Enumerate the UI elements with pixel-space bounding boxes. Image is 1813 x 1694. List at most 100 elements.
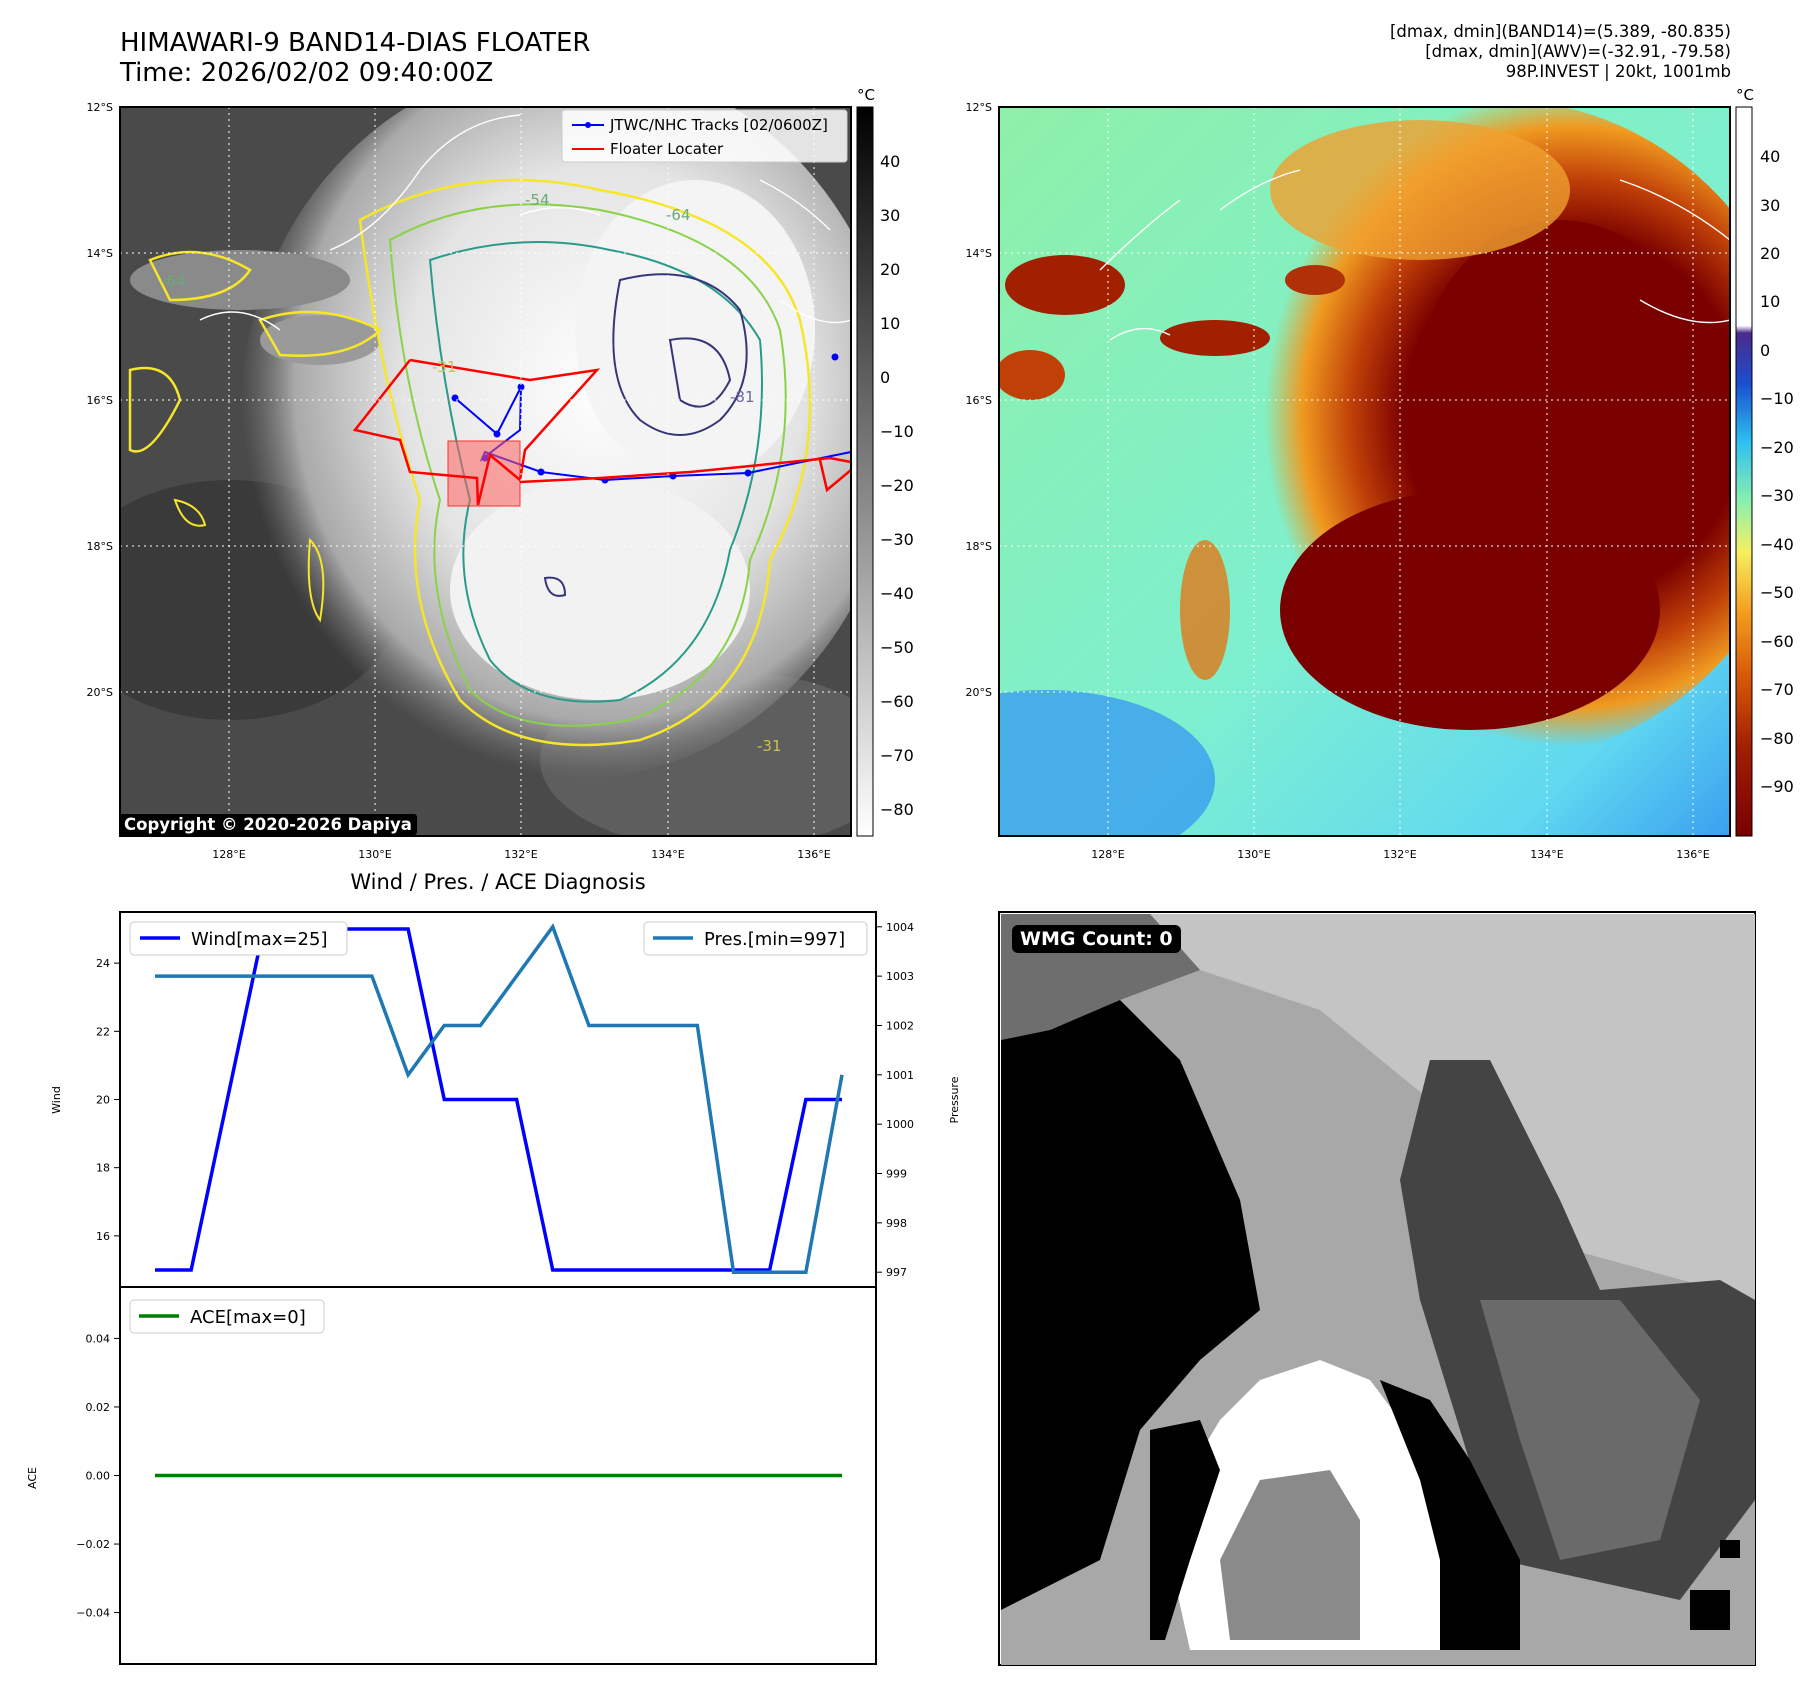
- ir-lat-ticks: 12°S 14°S 16°S 18°S 20°S: [87, 101, 113, 699]
- legend-floater-label: Floater Locater: [610, 140, 724, 158]
- contour-label-3: -31: [432, 358, 457, 376]
- ir-lon-tick-128E: 128°E: [212, 848, 245, 861]
- awv-lon-tick-130E: 130°E: [1237, 848, 1270, 861]
- wind-tick-label: 18: [96, 1162, 110, 1175]
- ace-tick-label: 0.02: [86, 1401, 111, 1414]
- pressure-y-ticks: 997 998 999 1000 1001 1002 1003 1004: [876, 921, 914, 1279]
- pressure-tick-label: 998: [886, 1217, 907, 1230]
- awv-lon-tick-134E: 134°E: [1530, 848, 1563, 861]
- pressure-axis-label: Pressure: [948, 1076, 961, 1123]
- awv-lon-ticks: 128°E 130°E 132°E 134°E 136°E: [1091, 848, 1709, 861]
- awv-imagery: [999, 107, 1730, 836]
- wind-tick-label: 24: [96, 957, 110, 970]
- ir-map-legend: JTWC/NHC Tracks [02/0600Z] Floater Locat…: [561, 109, 848, 163]
- pressure-tick-label: 1004: [886, 921, 914, 934]
- awv-map-panel: 12°S 14°S 16°S 18°S 20°S 128°E 130°E 132…: [966, 86, 1794, 861]
- ir-cbar-tick-m80: −80: [880, 800, 914, 819]
- ir-cbar-tick-0: 0: [880, 368, 890, 387]
- pressure-tick-label: 1002: [886, 1019, 914, 1032]
- awv-colorbar-ticks: 40 30 20 10 0 −10 −20 −30 −40 −50 −60 −7…: [1760, 147, 1794, 796]
- awv-cbar-tick-m60: −60: [1760, 632, 1794, 651]
- ace-y-ticks: 0.04 0.02 0.00 −0.02 −0.04: [76, 1332, 120, 1620]
- title-line-2: Time: 2026/02/02 09:40:00Z: [120, 58, 494, 88]
- ir-cbar-tick-20: 20: [880, 260, 900, 279]
- pressure-tick-label: 1003: [886, 970, 914, 983]
- awv-lat-tick-12S: 12°S: [966, 101, 992, 114]
- ace-tick-label: −0.02: [76, 1538, 110, 1551]
- wind-axis-label: Wind: [50, 1086, 63, 1114]
- contour-label-2: -64: [666, 206, 691, 224]
- legend-tracks-label: JTWC/NHC Tracks [02/0600Z]: [609, 116, 828, 134]
- wind-tick-label: 20: [96, 1094, 110, 1107]
- awv-cbar-tick-m20: −20: [1760, 438, 1794, 457]
- awv-cbar-tick-20: 20: [1760, 244, 1780, 263]
- ir-imagery: [120, 107, 851, 836]
- ir-lat-tick-20S: 20°S: [87, 686, 113, 699]
- awv-lat-tick-14S: 14°S: [966, 247, 992, 260]
- ir-cbar-tick-m40: −40: [880, 584, 914, 603]
- ir-colorbar: °C 40 30 20 10 0 −10 −20 −30 −40 −50 −60…: [856, 86, 914, 837]
- awv-colorbar-unit: °C: [1736, 86, 1754, 104]
- ace-chart: ACE 0.04 0.02 0.00 −0.02 −0.04 ACE[max=0]: [26, 1286, 877, 1665]
- ace-legend-label: ACE[max=0]: [190, 1307, 306, 1328]
- figure-meta: [dmax, dmin](BAND14)=(5.389, -80.835) [d…: [1390, 22, 1731, 82]
- ir-lon-tick-134E: 134°E: [651, 848, 684, 861]
- wind-tick-label: 16: [96, 1230, 110, 1243]
- ir-lat-tick-12S: 12°S: [87, 101, 113, 114]
- contour-label-1: -54: [525, 191, 550, 209]
- ir-cbar-tick-m30: −30: [880, 530, 914, 549]
- awv-cbar-tick-m30: −30: [1760, 486, 1794, 505]
- diagnosis-title: Wind / Pres. / ACE Diagnosis: [350, 870, 646, 894]
- ir-lon-tick-132E: 132°E: [504, 848, 537, 861]
- wind-pressure-chart: Wind Pressure 16 18 20 22 24 997 998 999 1000 10…: [50, 911, 961, 1288]
- title-line-1: HIMAWARI-9 BAND14-DIAS FLOATER: [120, 28, 591, 58]
- ir-lat-tick-14S: 14°S: [87, 247, 113, 260]
- pressure-series-line: [155, 923, 844, 1274]
- ace-tick-label: −0.04: [76, 1607, 110, 1620]
- awv-cbar-tick-m50: −50: [1760, 583, 1794, 602]
- contour-label-4: -81: [730, 388, 755, 406]
- ir-lon-tick-136E: 136°E: [797, 848, 830, 861]
- figure-title: HIMAWARI-9 BAND14-DIAS FLOATER Time: 202…: [120, 28, 590, 88]
- awv-lon-tick-128E: 128°E: [1091, 848, 1124, 861]
- meta-storm-info: 98P.INVEST | 20kt, 1001mb: [1505, 62, 1731, 81]
- ir-colorbar-ticks: 40 30 20 10 0 −10 −20 −30 −40 −50 −60 −7…: [880, 152, 914, 819]
- wmg-count-badge: WMG Count: 0: [1012, 925, 1181, 953]
- meta-band14-range: [dmax, dmin](BAND14)=(5.389, -80.835): [1389, 22, 1731, 41]
- wmg-panel: [998, 911, 1756, 1666]
- awv-lon-tick-132E: 132°E: [1383, 848, 1416, 861]
- awv-cbar-tick-40: 40: [1760, 147, 1780, 166]
- contour-label-6: -31: [757, 737, 782, 755]
- awv-cbar-tick-m80: −80: [1760, 729, 1794, 748]
- ir-cbar-tick-m60: −60: [880, 692, 914, 711]
- pressure-legend-label: Pres.[min=997]: [704, 929, 845, 950]
- copyright-badge: Copyright © 2020-2026 Dapiya: [119, 814, 417, 835]
- meta-awv-range: [dmax, dmin](AWV)=(-32.91, -79.58): [1425, 42, 1731, 61]
- awv-cbar-tick-m10: −10: [1760, 389, 1794, 408]
- ir-cbar-tick-10: 10: [880, 314, 900, 333]
- ir-colorbar-unit: °C: [857, 86, 875, 104]
- ir-cbar-tick-m70: −70: [880, 746, 914, 765]
- ace-tick-label: 0.04: [86, 1332, 111, 1345]
- awv-cbar-tick-m90: −90: [1760, 777, 1794, 796]
- pressure-legend: Pres.[min=997]: [643, 921, 868, 956]
- ir-map-panel: -54 -64 -31 -81 -64 -31 JTWC/NHC Tracks …: [87, 86, 914, 861]
- ace-axis-label: ACE: [26, 1467, 39, 1489]
- wind-tick-label: 22: [96, 1025, 110, 1038]
- awv-cbar-tick-30: 30: [1760, 196, 1780, 215]
- awv-cbar-tick-0: 0: [1760, 341, 1770, 360]
- wind-legend-label: Wind[max=25]: [191, 929, 328, 950]
- ace-tick-label: 0.00: [86, 1470, 111, 1483]
- pressure-tick-label: 1000: [886, 1118, 914, 1131]
- awv-lon-tick-136E: 136°E: [1676, 848, 1709, 861]
- ir-lon-ticks: 128°E 130°E 132°E 134°E 136°E: [212, 848, 830, 861]
- wind-y-ticks: 16 18 20 22 24: [96, 957, 120, 1243]
- ir-cbar-tick-30: 30: [880, 206, 900, 225]
- pressure-tick-label: 997: [886, 1266, 907, 1279]
- ace-legend: ACE[max=0]: [129, 1299, 325, 1334]
- awv-lat-tick-16S: 16°S: [966, 394, 992, 407]
- awv-cbar-tick-m40: −40: [1760, 535, 1794, 554]
- ir-cbar-tick-m50: −50: [880, 638, 914, 657]
- pressure-tick-label: 999: [886, 1168, 907, 1181]
